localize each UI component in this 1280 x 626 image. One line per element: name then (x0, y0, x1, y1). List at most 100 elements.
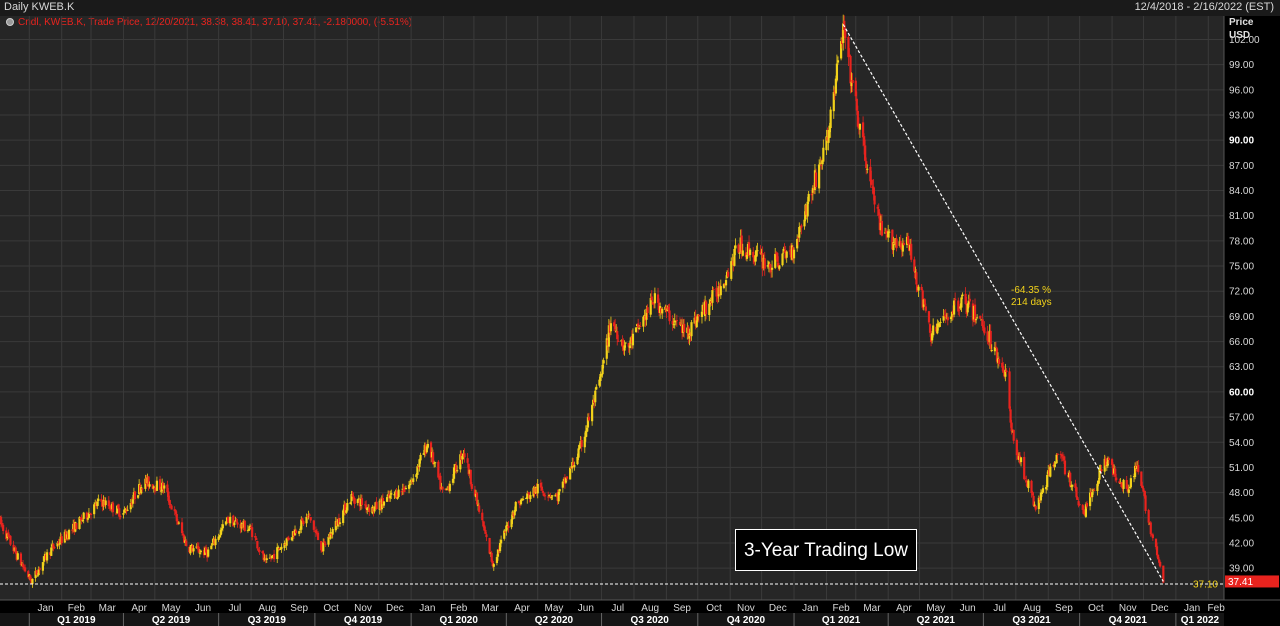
candle-body (123, 509, 126, 513)
last-price-label: 37.41 (1228, 577, 1253, 588)
candle-body (950, 311, 954, 318)
candle-body (485, 534, 488, 538)
candle-body (623, 345, 626, 351)
candle-body (1137, 464, 1140, 473)
candle-body (403, 490, 406, 492)
candle-body (381, 497, 384, 505)
candle-body (577, 448, 580, 458)
candle-body (541, 491, 545, 493)
currency-label: USD (1229, 30, 1251, 41)
candle-body (445, 488, 448, 490)
candle-body (272, 553, 276, 560)
candle-body (251, 527, 254, 537)
candle-body (115, 513, 118, 515)
candle-body (946, 317, 949, 321)
candle-body (503, 530, 506, 539)
candle-body (484, 529, 487, 534)
candle-body (678, 321, 682, 326)
candle-body (781, 253, 784, 266)
candle-body (572, 462, 575, 466)
candle-body (870, 179, 873, 185)
candle-body (995, 348, 999, 362)
candle-body (1025, 480, 1028, 483)
candle-body (506, 524, 509, 527)
y-tick-label: 69.00 (1229, 312, 1254, 323)
candle-body (649, 297, 652, 315)
x-month-label: Aug (641, 603, 659, 614)
candle-body (85, 512, 88, 519)
x-quarter-label: Q1 2022 (1181, 615, 1220, 626)
candle-body (257, 549, 260, 551)
candle-body (708, 303, 711, 316)
candle-body (116, 505, 119, 514)
candle-body (1149, 522, 1152, 535)
candle-body (624, 342, 627, 344)
candle-body (41, 562, 44, 571)
candle-body (536, 483, 539, 494)
candle-body (1049, 466, 1052, 477)
candle-body (306, 515, 309, 517)
candle-body (426, 443, 429, 448)
candle-body (730, 261, 733, 279)
candle-body (439, 475, 442, 490)
candle-body (599, 373, 602, 381)
x-month-label: Jun (578, 603, 594, 614)
candle-body (974, 319, 978, 321)
candle-body (646, 307, 649, 313)
candle-body (352, 496, 355, 500)
candle-body (642, 316, 645, 327)
candle-body (185, 540, 188, 546)
candle-body (550, 496, 553, 498)
candle-body (495, 557, 499, 563)
candle-body (866, 168, 869, 170)
candle-body (748, 249, 752, 255)
candle-body (993, 346, 996, 352)
candle-body (269, 557, 273, 559)
candle-body (434, 462, 437, 464)
candle-body (594, 390, 597, 403)
candle-body (1056, 453, 1059, 455)
candle-body (798, 227, 801, 238)
candle-body (437, 461, 440, 478)
candle-body (818, 164, 821, 189)
candle-body (1008, 371, 1011, 409)
candle-body (543, 495, 547, 497)
legend-toggle-icon[interactable] (6, 18, 14, 26)
candle-body (827, 129, 830, 143)
candle-body (585, 427, 588, 432)
candle-body (920, 286, 923, 290)
candle-body (1031, 493, 1034, 496)
candle-body (580, 440, 583, 447)
candle-body (1069, 472, 1072, 487)
candle-body (407, 484, 411, 489)
candle-body (1106, 458, 1109, 466)
candle-body (763, 258, 766, 269)
candle-body (1151, 534, 1154, 539)
x-month-label: Apr (514, 603, 530, 614)
candle-body (564, 477, 568, 483)
candle-body (505, 525, 508, 532)
candle-body (584, 430, 587, 438)
plot-area[interactable] (0, 16, 1224, 600)
candle-body (891, 229, 894, 250)
candle-body (53, 547, 56, 549)
y-tick-label: 72.00 (1229, 287, 1254, 298)
candle-body (455, 464, 458, 472)
candle-body (1062, 456, 1066, 461)
x-quarter-label: Q3 2021 (1012, 615, 1051, 626)
price-label: Price (1229, 17, 1254, 28)
candle-body (337, 518, 341, 525)
x-quarter-label: Q4 2021 (1109, 615, 1148, 626)
candle-body (475, 492, 479, 505)
x-month-label: Nov (1119, 603, 1137, 614)
candle-body (565, 476, 569, 479)
candle-body (422, 453, 425, 455)
candle-body (573, 465, 576, 468)
candle-body (1129, 478, 1132, 488)
x-month-label: Oct (706, 603, 722, 614)
candle-body (425, 446, 428, 453)
candle-body (1002, 365, 1005, 373)
candle-body (78, 517, 81, 530)
candle-body (586, 417, 590, 428)
x-quarter-label: Q3 2020 (630, 615, 669, 626)
